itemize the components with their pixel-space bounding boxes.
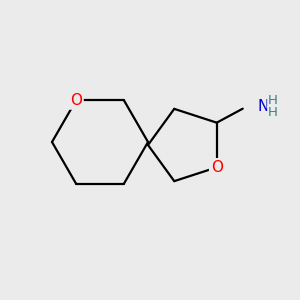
Text: O: O	[70, 93, 82, 108]
Text: N: N	[257, 99, 269, 114]
Text: H: H	[268, 106, 278, 119]
Text: O: O	[211, 160, 223, 175]
Text: H: H	[268, 94, 278, 107]
